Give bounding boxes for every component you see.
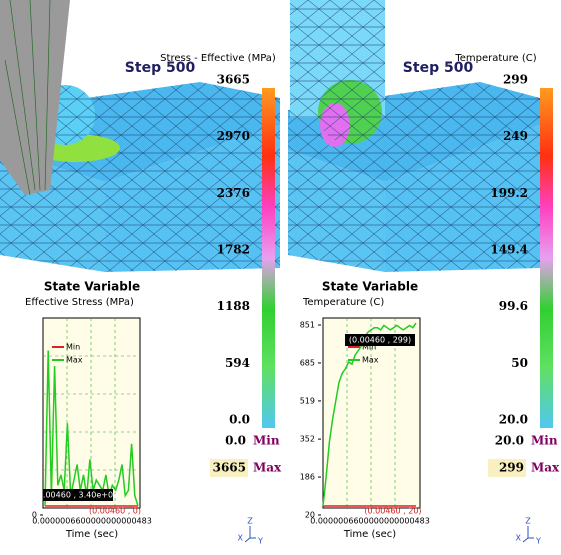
page: {"panels": [ {"title": "Stress - Effecti… — [0, 0, 561, 551]
plot-heading: State Variable — [322, 280, 418, 294]
colorbar-label: 199.2 — [490, 186, 528, 200]
screen: Stress - Effective (MPa)Step 50036652970… — [0, 0, 561, 551]
colorbar-label: 1188 — [217, 299, 250, 313]
y-tick-label: 352 — [300, 435, 315, 444]
max-value: 3665 — [213, 461, 246, 475]
triad-x: X — [516, 534, 522, 543]
colorbar-label: 149.4 — [490, 243, 528, 257]
plot-subtitle: Effective Stress (MPa) — [25, 297, 134, 308]
colorbar-label: 50 — [511, 356, 528, 370]
y-tick-label: 186 — [300, 473, 315, 482]
min-label: Min — [531, 434, 558, 448]
legend-label: Max — [66, 356, 83, 365]
annotation: (0.00460 , 0) — [89, 507, 141, 516]
x-tick-labels: 0.0000006600000000000483 — [310, 517, 430, 526]
y-tick-label: 685 — [300, 358, 315, 367]
annotation: (0.00460 , 20) — [364, 507, 421, 516]
x-axis-label: Time (sec) — [65, 529, 118, 540]
min-label: Min — [253, 434, 280, 448]
min-value: 20.0 — [495, 434, 524, 448]
triad — [245, 526, 256, 542]
max-label: Max — [253, 461, 282, 475]
colorbar-label: 299 — [503, 73, 528, 87]
colorbar-label: 1782 — [217, 243, 250, 257]
step-label: Step 500 — [125, 60, 196, 76]
triad-z: Z — [247, 517, 253, 526]
triad-z: Z — [525, 517, 531, 526]
x-tick-labels: 0.0000006600000000000483 — [32, 517, 152, 526]
triad-y: Y — [535, 537, 541, 546]
max-value: 299 — [499, 461, 524, 475]
min-value: 0.0 — [225, 434, 246, 448]
colorbar-label: 594 — [225, 356, 250, 370]
body: Stress - Effective (MPa)Step 50036652970… — [0, 0, 561, 551]
x-axis-label: Time (sec) — [343, 529, 396, 540]
max-label: Max — [531, 461, 560, 475]
colorbar-label: 249 — [503, 129, 528, 143]
triad-y: Y — [257, 537, 263, 546]
colorbar-label: 3665 — [217, 73, 250, 87]
colorbar-label: 2376 — [217, 186, 250, 200]
colorbar-label: 99.6 — [499, 299, 528, 313]
plot-subtitle: Temperature (C) — [302, 297, 384, 308]
colorbar-label: 2970 — [217, 129, 250, 143]
colorbar-label: 20.0 — [499, 413, 528, 427]
annotation: (0.00460 , 3.40e+03) — [35, 491, 122, 500]
annotation: (0.00460 , 299) — [349, 336, 411, 345]
triad — [523, 526, 534, 542]
colorbar-label: 0.0 — [229, 413, 250, 427]
y-tick-label: 851 — [300, 321, 315, 330]
triad-x: X — [238, 534, 244, 543]
step-label: Step 500 — [403, 60, 474, 76]
legend-label: Min — [66, 343, 80, 352]
legend-label: Max — [362, 356, 379, 365]
y-tick-label: 519 — [300, 396, 315, 405]
plot-heading: State Variable — [44, 280, 140, 294]
